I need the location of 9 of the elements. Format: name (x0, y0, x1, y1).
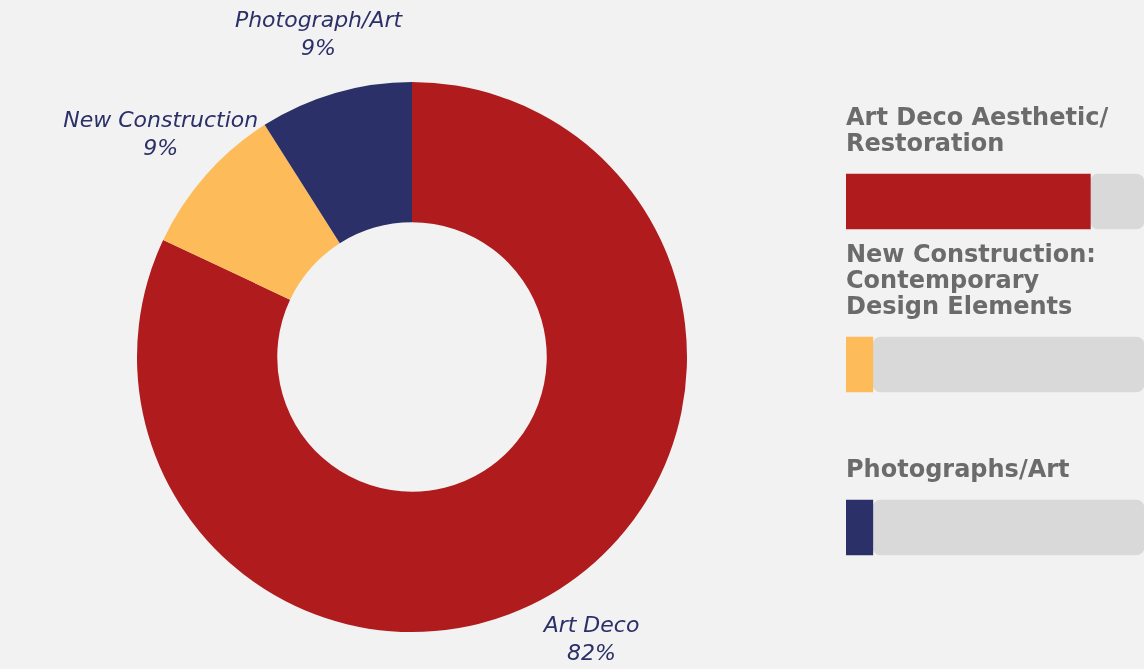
slice-label: Art Deco (541, 611, 640, 637)
data-label: 9% (143, 135, 179, 161)
y-tick-label: Art Deco Aesthetic/Restoration (846, 102, 1109, 157)
y-tick-label: New Construction: Contemporary Design Elements (846, 239, 1096, 320)
slice-label: New Construction (63, 107, 259, 133)
data-label: 9% (301, 35, 336, 61)
slice-label: Photograph/Art (234, 7, 404, 33)
data-label: 82% (567, 639, 616, 665)
y-tick-label: Photographs/Art (846, 454, 1070, 483)
